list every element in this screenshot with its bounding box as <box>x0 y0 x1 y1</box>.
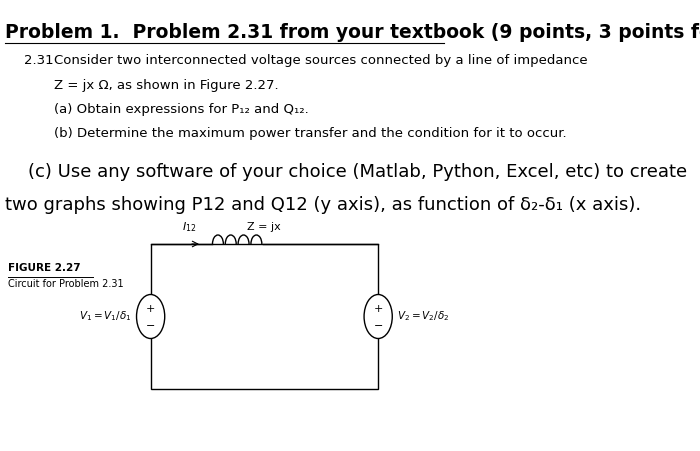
Bar <box>150 244 378 389</box>
Text: Z = jx Ω, as shown in Figure 2.27.: Z = jx Ω, as shown in Figure 2.27. <box>55 79 279 92</box>
Circle shape <box>364 295 392 339</box>
Text: (b) Determine the maximum power transfer and the condition for it to occur.: (b) Determine the maximum power transfer… <box>55 127 567 140</box>
Text: −: − <box>146 321 155 331</box>
Text: $V_1 = V_1/\delta_1$: $V_1 = V_1/\delta_1$ <box>79 309 132 323</box>
Text: +: + <box>146 304 155 313</box>
Text: −: − <box>374 321 383 331</box>
Text: (c) Use any software of your choice (Matlab, Python, Excel, etc) to create: (c) Use any software of your choice (Mat… <box>5 163 687 181</box>
Text: (a) Obtain expressions for P₁₂ and Q₁₂.: (a) Obtain expressions for P₁₂ and Q₁₂. <box>55 103 309 116</box>
Text: $V_2 = V_2/\delta_2$: $V_2 = V_2/\delta_2$ <box>398 309 450 323</box>
Circle shape <box>136 295 164 339</box>
Text: two graphs showing P12 and Q12 (y axis), as function of δ₂-δ₁ (x axis).: two graphs showing P12 and Q12 (y axis),… <box>5 196 641 214</box>
Text: 2.31: 2.31 <box>25 54 54 67</box>
Text: Problem 1.  Problem 2.31 from your textbook (9 points, 3 points for each ): Problem 1. Problem 2.31 from your textbo… <box>5 23 700 42</box>
Text: Consider two interconnected voltage sources connected by a line of impedance: Consider two interconnected voltage sour… <box>55 54 588 67</box>
Text: Z = jx: Z = jx <box>247 222 281 232</box>
Text: +: + <box>374 304 383 313</box>
Text: $I_{12}$: $I_{12}$ <box>182 220 196 234</box>
Text: FIGURE 2.27: FIGURE 2.27 <box>8 263 81 273</box>
Text: Circuit for Problem 2.31: Circuit for Problem 2.31 <box>8 279 123 289</box>
